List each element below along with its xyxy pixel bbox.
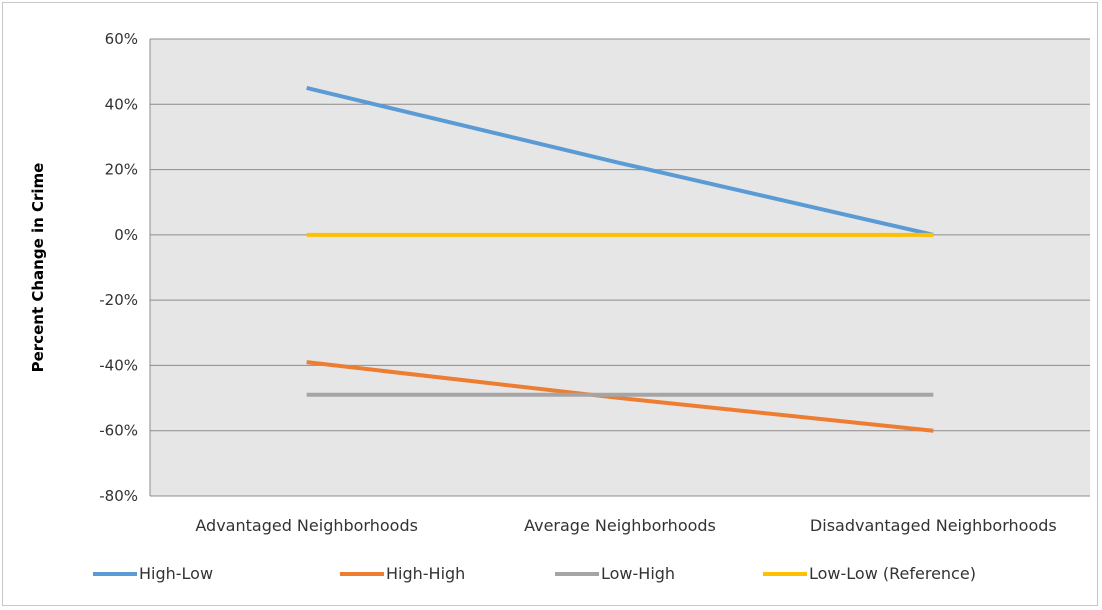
legend-item: High-High: [340, 564, 465, 583]
legend: High-Low High-High Low-High Low-Low (Refere…: [93, 564, 976, 583]
y-tick-label: 40%: [105, 95, 138, 113]
x-category-label: Disadvantaged Neighborhoods: [810, 516, 1057, 535]
series-line-high-high: [306, 360, 934, 433]
legend-item: High-Low: [93, 564, 213, 583]
x-category-label: Advantaged Neighborhoods: [195, 516, 418, 535]
legend-label: Low-High: [601, 564, 675, 583]
series-line-high-low: [306, 86, 934, 237]
y-tick-label: -40%: [99, 356, 138, 374]
y-tick-label: -80%: [99, 487, 138, 505]
legend-label: High-Low: [139, 564, 213, 583]
y-tick-label: 20%: [105, 161, 138, 179]
legend-item: Low-High: [555, 564, 675, 583]
legend-label: Low-Low (Reference): [809, 564, 976, 583]
y-axis-label: Percent Change in Crime: [29, 163, 47, 373]
y-tick-label: -20%: [99, 291, 138, 309]
y-tick-label: 60%: [105, 30, 138, 48]
series-lines: [306, 86, 934, 433]
y-tick-label: 0%: [114, 226, 138, 244]
y-axis-ticks: 60% 40% 20% 0% -20% -40% -60% -80%: [99, 30, 138, 505]
legend-label: High-High: [386, 564, 465, 583]
plot-area: [150, 39, 1090, 496]
x-axis-categories: Advantaged Neighborhoods Average Neighbor…: [195, 516, 1056, 535]
legend-item: Low-Low (Reference): [763, 564, 976, 583]
y-tick-label: -60%: [99, 422, 138, 440]
x-category-label: Average Neighborhoods: [524, 516, 716, 535]
